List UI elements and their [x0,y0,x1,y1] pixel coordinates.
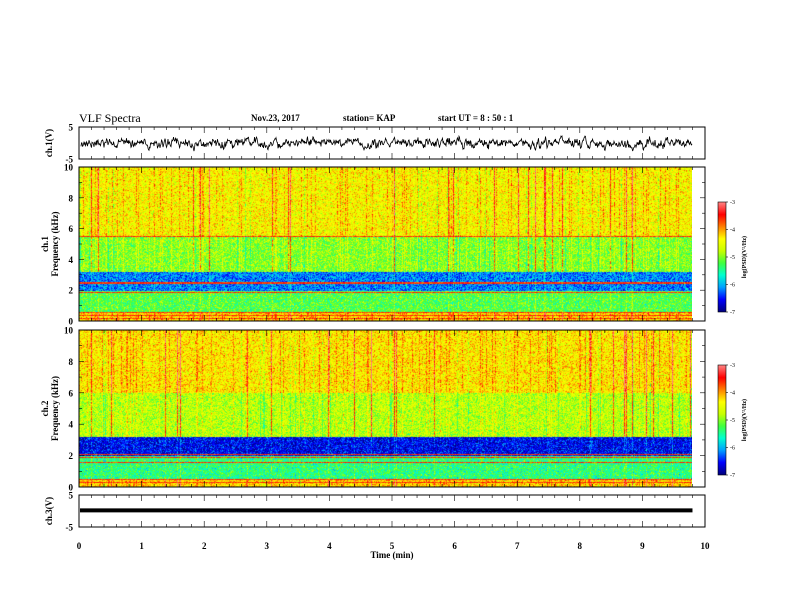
ch2-spectrogram-image [79,330,692,487]
ch2-spectrogram-colorbar-tick-label: -4 [730,391,735,397]
ch2-spectrogram-ytick-label: 0 [69,483,74,493]
ch1-waveform-ytick-label: -5 [66,155,74,165]
ch1-spectrogram-ylabel: Frequency (kHz) [50,211,60,276]
ch2-spectrogram-colorbar-tick-label: -5 [730,418,735,424]
ch2-spectrogram-colorbar [718,365,726,475]
ch1-waveform-ytick-label: 5 [69,123,74,133]
ch2-spectrogram-ytick-label: 2 [69,451,74,461]
ch1-spectrogram-colorbar [718,202,726,312]
ch1-spectrogram-colorbar-label: log(PSD)(V²/Hz) [741,236,748,278]
x-tick-label: 5 [390,541,395,551]
station-label: station= KAP [343,113,396,123]
ch2-spectrogram-ytick-label: 4 [69,420,74,430]
ch2-spectrogram-colorbar-label: log(PSD)(V²/Hz) [741,399,748,441]
ch3-trace-ytick-label: 5 [69,491,74,501]
spectrogram-images [79,167,726,487]
x-axis-label: Time (min) [370,550,413,560]
ch1-spectrogram-colorbar-tick-label: -4 [730,228,735,234]
x-tick-label: 1 [139,541,144,551]
ch2-spectrogram-ylabel-channel: ch.2 [40,400,50,416]
ch1-spectrogram-ytick-label: 8 [69,193,74,203]
ch1-spectrogram-ylabel-channel: ch.1 [40,236,50,252]
ch1-spectrogram-ytick-label: 4 [69,255,74,265]
x-tick-label: 9 [640,541,645,551]
x-tick-label: 0 [77,541,82,551]
ch1-spectrogram-ytick-label: 0 [69,317,74,327]
ch2-spectrogram-ytick-label: 6 [69,388,74,398]
x-tick-label: 8 [578,541,583,551]
x-tick-label: 6 [452,541,457,551]
ch1-spectrogram-image [79,167,692,321]
ch1-spectrogram-ytick-label: 10 [64,163,74,173]
axis-labels: -3 -4 -5 -6 -7 log(PSD)(V²/Hz) -3 -4 -5 -6 -7 log(P… [40,123,748,561]
ch1-spectrogram-colorbar-tick-label: -7 [730,310,735,316]
start-time-label: start UT = 8 : 50 : 1 [438,113,514,123]
ch2-spectrogram-ylabel: Frequency (kHz) [50,376,60,441]
axes-frames [78,126,728,528]
trace-lines [80,134,693,513]
ch3-trace-ylabel: ch.3(V) [44,497,54,525]
ch1-spectrogram-colorbar-tick-label: -5 [730,255,735,261]
ch3-trace-ytick-label: -5 [66,523,74,533]
ch2-spectrogram-ytick-label: 8 [69,357,74,367]
x-tick-label: 2 [202,541,207,551]
x-tick-label: 10 [701,541,711,551]
ch2-spectrogram-ytick-label: 10 [64,326,74,336]
ch2-spectrogram-colorbar-tick-label: -3 [730,363,735,369]
chart-title: VLF Spectra [79,111,141,125]
ch2-spectrogram-colorbar-tick-label: -7 [730,473,735,479]
ch1-spectrogram-ytick-label: 6 [69,224,74,234]
ch1-spectrogram-colorbar-tick-label: -3 [730,200,735,206]
x-tick-label: 7 [515,541,520,551]
ch2-spectrogram-colorbar-tick-label: -6 [730,446,735,452]
x-tick-label: 3 [265,541,270,551]
ch1-waveform-ylabel: ch.1(V) [44,129,54,157]
ch1-spectrogram-colorbar-tick-label: -6 [730,283,735,289]
ch1-waveform-line [80,134,693,152]
x-tick-label: 4 [327,541,332,551]
date-label: Nov.23, 2017 [251,113,300,123]
ch1-spectrogram-ytick-label: 2 [69,286,74,296]
